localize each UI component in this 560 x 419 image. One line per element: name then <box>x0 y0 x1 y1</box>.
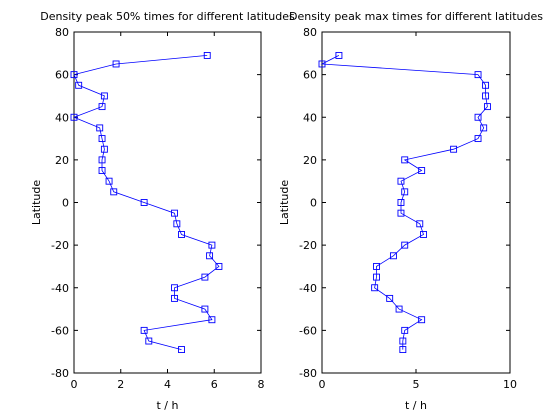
x-tick-label: 4 <box>164 378 171 391</box>
data-point <box>96 124 104 132</box>
data-point <box>100 92 108 100</box>
data-point <box>397 199 405 206</box>
data-point <box>208 316 216 324</box>
data-point <box>70 71 78 79</box>
y-tick-label: 40 <box>303 111 317 124</box>
data-point <box>203 51 211 59</box>
data-point <box>416 220 424 228</box>
data-point <box>140 326 148 334</box>
y-tick-label: -80 <box>299 367 317 380</box>
x-axis-label: t / h <box>157 399 179 412</box>
y-tick-label: -60 <box>299 324 317 337</box>
data-point <box>474 71 482 79</box>
data-point <box>145 337 153 345</box>
data-point <box>171 284 178 292</box>
data-point <box>105 177 113 185</box>
series-line <box>72 55 220 350</box>
chart-title: Density peak 50% times for different lat… <box>40 10 295 23</box>
data-point <box>171 294 178 302</box>
data-point <box>173 220 181 228</box>
chart-left: 0 2 4 6 8 -80 -60 -40 -20 0 20 40 60 80 Density peak 5… <box>30 10 295 412</box>
data-point <box>418 167 426 174</box>
x-axis-label: t / h <box>405 399 427 412</box>
y-tick-label: -20 <box>51 239 69 252</box>
data-point <box>397 177 405 185</box>
data-point <box>206 252 214 260</box>
y-tick-label: 80 <box>303 26 317 39</box>
data-point <box>215 262 223 270</box>
data-point <box>401 188 409 196</box>
data-point <box>395 305 403 313</box>
data-point <box>208 241 216 249</box>
y-tick-label: 20 <box>303 154 317 167</box>
plot-area <box>321 31 511 374</box>
y-tick-label: -80 <box>51 367 69 380</box>
y-tick-label: -20 <box>299 239 317 252</box>
data-point <box>140 199 148 206</box>
data-point <box>420 231 427 238</box>
data-point <box>98 167 106 174</box>
data-point <box>474 135 482 143</box>
data-point <box>110 188 118 196</box>
data-point <box>70 113 78 121</box>
y-tick-label: 60 <box>55 69 69 82</box>
data-point <box>100 145 108 153</box>
data-point <box>112 60 120 68</box>
y-tick-label: -40 <box>299 282 317 295</box>
data-point <box>371 284 379 292</box>
x-tick-label: 2 <box>117 378 124 391</box>
data-point <box>483 103 491 111</box>
x-tick-label: 5 <box>413 378 420 391</box>
data-point <box>201 273 209 281</box>
data-point <box>318 60 326 68</box>
data-point <box>201 305 209 313</box>
data-point <box>389 252 397 260</box>
chart-right: 0 5 10 -80 -60 -40 -20 0 20 40 60 80 Density peak ma… <box>278 10 543 412</box>
plot-area <box>73 31 262 374</box>
data-point <box>98 103 106 111</box>
data-point <box>399 346 407 354</box>
y-tick-label: 20 <box>55 154 69 167</box>
x-tick-label: 10 <box>503 378 517 391</box>
x-tick-label: 0 <box>71 378 78 391</box>
y-tick-label: 0 <box>310 197 317 210</box>
data-point <box>98 135 106 143</box>
data-point <box>75 81 83 89</box>
chart-title: Density peak max times for different lat… <box>289 10 543 23</box>
x-tick-label: 0 <box>319 378 326 391</box>
data-point <box>474 113 482 121</box>
data-point <box>401 326 409 334</box>
data-point <box>178 231 185 238</box>
y-tick-label: 80 <box>55 26 69 39</box>
data-point <box>480 124 488 132</box>
y-tick-label: 40 <box>55 111 69 124</box>
data-point <box>397 209 405 217</box>
y-axis-label: Latitude <box>30 180 43 226</box>
data-point <box>418 316 426 324</box>
data-point <box>450 145 458 153</box>
data-point <box>178 346 185 354</box>
y-tick-label: 0 <box>62 197 69 210</box>
data-point <box>373 273 380 281</box>
series-line <box>320 55 488 350</box>
y-tick-label: -60 <box>51 324 69 337</box>
data-point <box>373 262 380 270</box>
y-tick-label: -40 <box>51 282 69 295</box>
x-tick-label: 8 <box>258 378 265 391</box>
data-point <box>171 209 178 217</box>
data-point <box>482 81 490 89</box>
x-tick-label: 6 <box>211 378 218 391</box>
data-point <box>98 156 106 164</box>
data-point <box>386 294 394 302</box>
y-axis-label: Latitude <box>278 180 291 226</box>
data-point <box>401 156 409 164</box>
data-point <box>335 51 343 59</box>
data-point <box>399 337 407 345</box>
y-tick-label: 60 <box>303 69 317 82</box>
data-point <box>401 241 409 249</box>
data-point <box>482 92 490 100</box>
